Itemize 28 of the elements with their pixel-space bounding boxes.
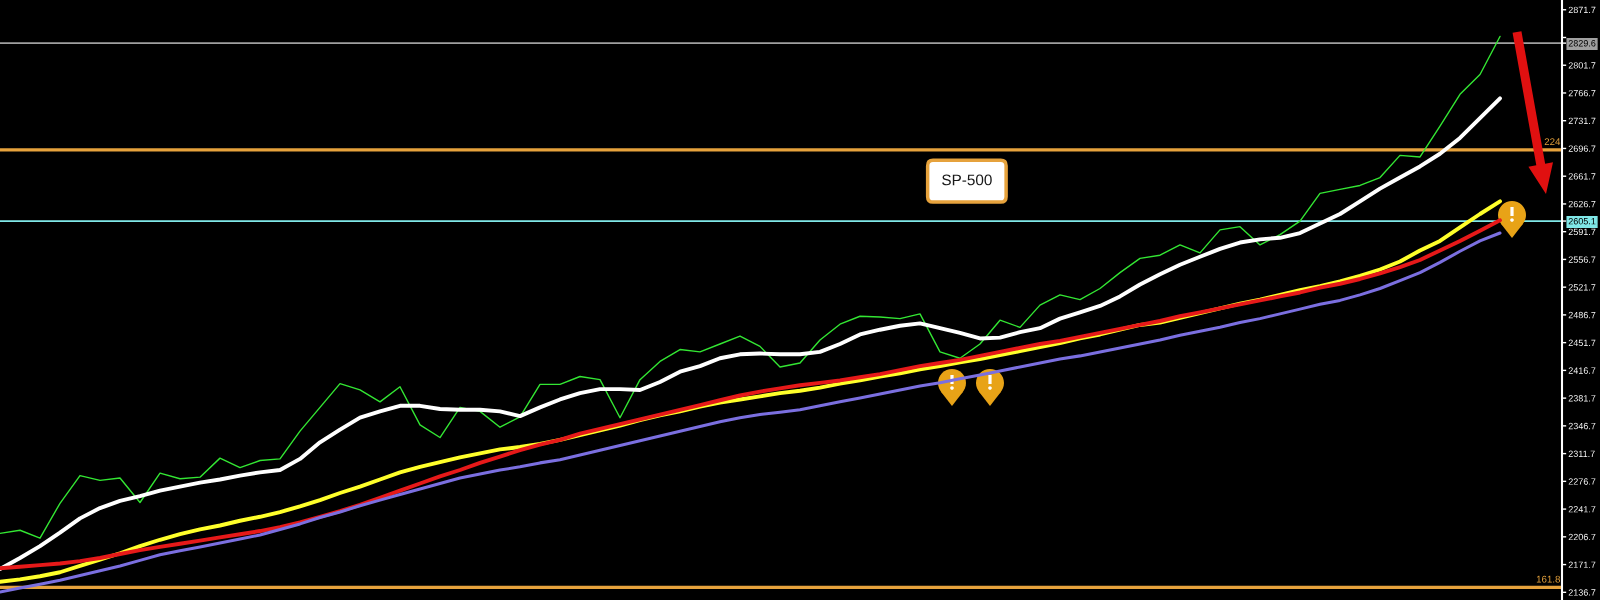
y-tick-label: 2416.7	[1568, 367, 1596, 374]
y-tick-label: 2626.7	[1568, 200, 1596, 208]
y-tick-label: 2661.7	[1568, 173, 1596, 180]
y-tick-label: 2871.7	[1568, 6, 1596, 14]
y-tick-label: 2801.7	[1568, 62, 1596, 69]
y-tick-label: 2829.6	[1568, 40, 1596, 47]
line-series	[0, 35, 1501, 539]
y-tick-label: 2136.7	[1568, 589, 1596, 596]
line-series	[0, 96, 1502, 572]
y-tick-label: 2766.7	[1568, 89, 1596, 97]
y-tick-label: 2381.7	[1568, 395, 1596, 402]
y-tick-label: 2731.7	[1568, 117, 1596, 125]
y-tick-label: 2486.7	[1568, 311, 1596, 319]
annotation: 161.8	[1536, 575, 1561, 583]
y-tick-label: 2605.1	[1568, 218, 1596, 225]
y-tick-label: 2696.7	[1568, 145, 1596, 152]
annotation: 224	[1544, 138, 1561, 146]
y-tick-label: 2521.7	[1568, 284, 1596, 291]
y-tick-label: 2241.7	[1568, 506, 1596, 513]
y-tick-label: 2591.7	[1568, 228, 1596, 236]
text: SP-500	[942, 174, 992, 186]
y-tick-label: 2206.7	[1568, 533, 1596, 541]
y-tick-label: 2276.7	[1568, 478, 1596, 485]
y-tick-label: 2311.7	[1568, 450, 1595, 457]
y-tick-label: 2451.7	[1568, 339, 1596, 346]
y-tick-label: 2556.7	[1568, 256, 1596, 263]
y-tick-label: 2171.7	[1568, 561, 1596, 568]
y-tick-label: 2346.7	[1568, 422, 1596, 430]
